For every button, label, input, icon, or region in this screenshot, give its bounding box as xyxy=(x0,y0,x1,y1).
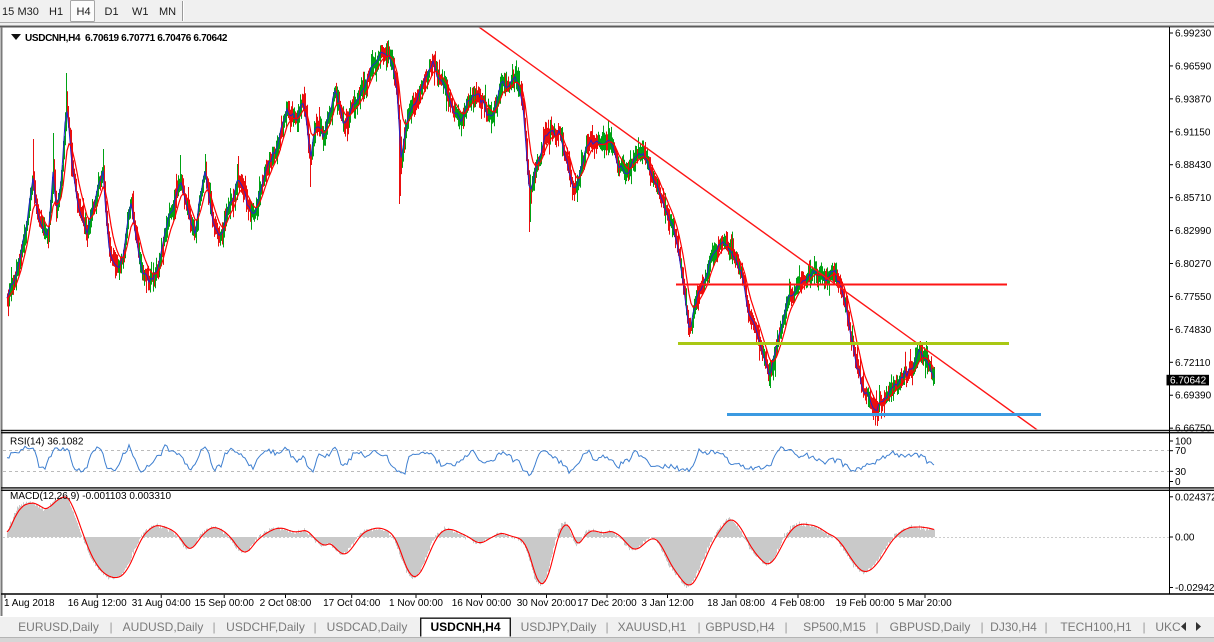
svg-text:6.77550: 6.77550 xyxy=(1175,292,1212,303)
svg-text:|: | xyxy=(605,620,608,634)
svg-text:6.70642: 6.70642 xyxy=(1170,375,1207,386)
svg-text:31 Aug 04:00: 31 Aug 04:00 xyxy=(132,598,191,609)
svg-text:|: | xyxy=(1044,620,1047,634)
svg-text:0.00: 0.00 xyxy=(1175,533,1195,544)
svg-text:RSI(14) 36.1082: RSI(14) 36.1082 xyxy=(10,437,84,448)
svg-text:|: | xyxy=(313,620,316,634)
svg-text:6.91150: 6.91150 xyxy=(1175,127,1211,138)
svg-text:18 Jan 08:00: 18 Jan 08:00 xyxy=(707,598,765,609)
svg-text:6.69390: 6.69390 xyxy=(1175,391,1212,402)
svg-text:16 Aug 12:00: 16 Aug 12:00 xyxy=(68,598,127,609)
svg-text:EURUSD,Daily: EURUSD,Daily xyxy=(18,620,99,634)
svg-text:|: | xyxy=(875,620,878,634)
svg-text:30: 30 xyxy=(1175,467,1187,478)
svg-text:6.82990: 6.82990 xyxy=(1175,226,1212,237)
svg-text:6.99230: 6.99230 xyxy=(1175,29,1212,40)
svg-text:1 Aug 2018: 1 Aug 2018 xyxy=(4,598,55,609)
svg-text:3 Jan 12:00: 3 Jan 12:00 xyxy=(641,598,694,609)
svg-text:USDJPY,Daily: USDJPY,Daily xyxy=(521,620,597,634)
svg-text:-0.029423: -0.029423 xyxy=(1175,583,1214,594)
svg-text:0: 0 xyxy=(1175,477,1181,488)
svg-text:H1: H1 xyxy=(49,6,63,18)
svg-text:16 Nov 00:00: 16 Nov 00:00 xyxy=(452,598,512,609)
svg-text:GBPUSD,H4: GBPUSD,H4 xyxy=(705,620,775,634)
svg-text:30 Nov 20:00: 30 Nov 20:00 xyxy=(517,598,577,609)
svg-text:H4: H4 xyxy=(77,6,91,18)
svg-text:70: 70 xyxy=(1175,446,1187,457)
svg-text:5 Mar 20:00: 5 Mar 20:00 xyxy=(898,598,952,609)
svg-text:6.85710: 6.85710 xyxy=(1175,193,1212,204)
svg-text:|: | xyxy=(697,620,700,634)
svg-text:|: | xyxy=(1142,620,1145,634)
svg-text:17 Dec 20:00: 17 Dec 20:00 xyxy=(577,598,637,609)
svg-text:19 Feb 00:00: 19 Feb 00:00 xyxy=(836,598,895,609)
svg-text:USDCHF,Daily: USDCHF,Daily xyxy=(226,620,305,634)
svg-text:W1: W1 xyxy=(132,6,149,18)
svg-text:6.72110: 6.72110 xyxy=(1175,358,1211,369)
svg-text:M30: M30 xyxy=(18,6,39,18)
svg-text:MN: MN xyxy=(159,6,176,18)
svg-text:6.93870: 6.93870 xyxy=(1175,94,1212,105)
svg-text:SP500,M15: SP500,M15 xyxy=(803,620,866,634)
svg-text:|: | xyxy=(980,620,983,634)
svg-text:|: | xyxy=(784,620,787,634)
svg-text:6.66750: 6.66750 xyxy=(1175,424,1212,435)
svg-text:D1: D1 xyxy=(105,6,119,18)
svg-text:AUDUSD,Daily: AUDUSD,Daily xyxy=(123,620,204,634)
svg-text:XAUUSD,H1: XAUUSD,H1 xyxy=(618,620,687,634)
svg-text:DJ30,H4: DJ30,H4 xyxy=(990,620,1037,634)
svg-text:6.88430: 6.88430 xyxy=(1175,160,1212,171)
svg-text:USDCNH,H4 6.70619 6.70771 6.7: USDCNH,H4 6.70619 6.70771 6.70476 6.7064… xyxy=(25,33,228,44)
svg-text:17 Oct 04:00: 17 Oct 04:00 xyxy=(323,598,381,609)
svg-text:1 Nov 00:00: 1 Nov 00:00 xyxy=(389,598,443,609)
svg-text:MACD(12,26,9) -0.001103 0.0033: MACD(12,26,9) -0.001103 0.003310 xyxy=(10,491,171,502)
svg-text:6.80270: 6.80270 xyxy=(1175,259,1212,270)
svg-text:UKC: UKC xyxy=(1155,620,1181,634)
svg-text:0.024372: 0.024372 xyxy=(1175,492,1214,503)
svg-text:15 Sep 00:00: 15 Sep 00:00 xyxy=(194,598,254,609)
svg-text:4 Feb 08:00: 4 Feb 08:00 xyxy=(771,598,825,609)
svg-text:USDCAD,Daily: USDCAD,Daily xyxy=(327,620,408,634)
svg-text:6.74830: 6.74830 xyxy=(1175,325,1212,336)
svg-text:2 Oct 08:00: 2 Oct 08:00 xyxy=(260,598,312,609)
svg-text:TECH100,H1: TECH100,H1 xyxy=(1060,620,1132,634)
svg-text:|: | xyxy=(212,620,215,634)
svg-text:USDCNH,H4: USDCNH,H4 xyxy=(430,620,500,634)
svg-text:GBPUSD,Daily: GBPUSD,Daily xyxy=(890,620,971,634)
svg-text:|: | xyxy=(109,620,112,634)
svg-text:100: 100 xyxy=(1175,437,1192,448)
svg-text:15: 15 xyxy=(2,6,14,18)
svg-text:6.96590: 6.96590 xyxy=(1175,61,1212,72)
